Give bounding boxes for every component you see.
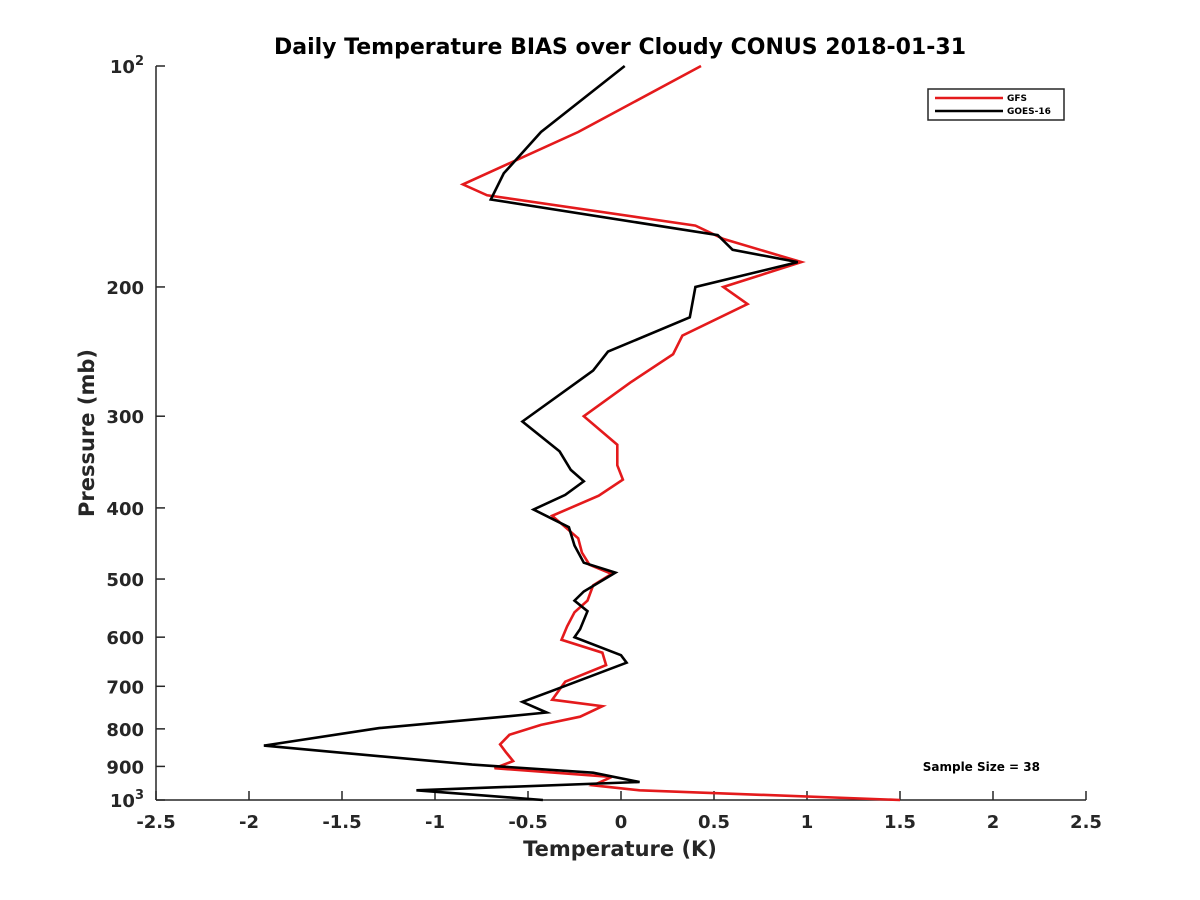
y-tick-label: 500 — [106, 570, 144, 591]
x-axis-ticks: -2.5 -2 -1.5 -1 -0.5 0 0.5 1 1.5 2 2.5 — [136, 791, 1102, 833]
series-layer — [263, 64, 901, 802]
x-tick-label: 1.5 — [884, 812, 916, 833]
x-tick-label: -0.5 — [508, 812, 547, 833]
legend: GFS GOES-16 — [927, 88, 1065, 121]
sample-size-annotation: Sample Size = 38 — [923, 760, 1040, 774]
x-tick-label: 0 — [615, 812, 628, 833]
series-line-goes16 — [263, 64, 799, 802]
x-tick-label: 2 — [987, 812, 1000, 833]
y-tick-label: 400 — [106, 499, 144, 520]
x-tick-label: -1 — [425, 812, 445, 833]
legend-box — [927, 88, 1065, 121]
chart-title: Daily Temperature BIAS over Cloudy CONUS… — [274, 35, 966, 60]
y-axis-label: Pressure (mb) — [75, 349, 99, 517]
legend-label-gfs: GFS — [1007, 94, 1027, 104]
y-tick-label: 300 — [106, 407, 144, 428]
x-tick-label: 0.5 — [698, 812, 730, 833]
x-axis-label: Temperature (K) — [523, 837, 717, 861]
x-tick-label: -2 — [239, 812, 259, 833]
y-tick-label: 102 — [110, 54, 144, 78]
x-tick-label: 1 — [801, 812, 814, 833]
y-tick-label: 700 — [106, 677, 144, 698]
y-tick-label: 600 — [106, 628, 144, 649]
y-tick-label: 103 — [110, 788, 144, 812]
x-tick-label: -1.5 — [322, 812, 361, 833]
x-tick-label: -2.5 — [136, 812, 175, 833]
y-tick-label: 900 — [106, 757, 144, 778]
legend-label-goes16: GOES-16 — [1007, 107, 1051, 117]
x-tick-label: 2.5 — [1070, 812, 1102, 833]
y-axis-ticks: 102 200 300 400 500 600 700 800 900 103 — [106, 54, 165, 812]
y-tick-label: 800 — [106, 720, 144, 741]
y-tick-label: 200 — [106, 278, 144, 299]
